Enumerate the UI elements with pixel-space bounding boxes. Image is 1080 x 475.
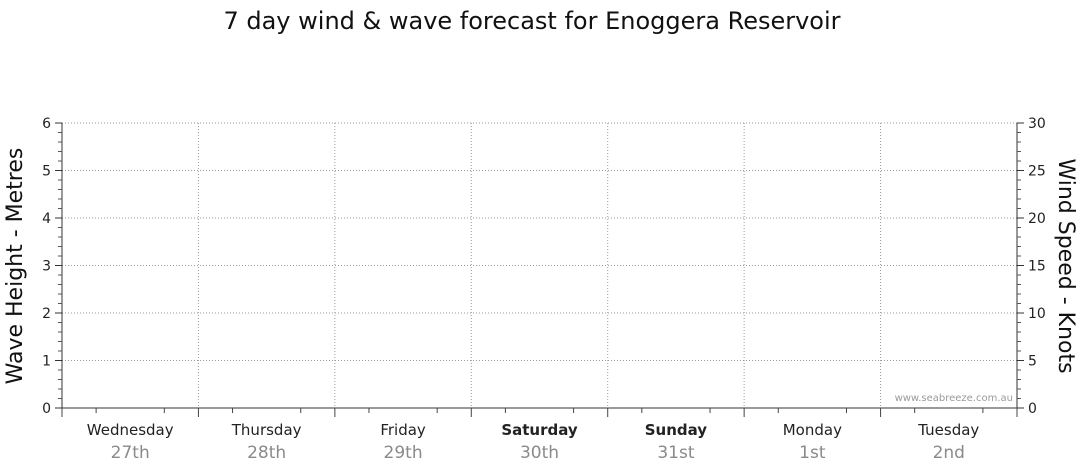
left-tick-label: 3 bbox=[42, 259, 51, 275]
right-tick-label: 30 bbox=[1028, 116, 1046, 132]
chart-title: 7 day wind & wave forecast for Enoggera … bbox=[223, 7, 840, 35]
x-date-label: 27th bbox=[111, 443, 150, 463]
watermark: www.seabreeze.com.au bbox=[895, 393, 1013, 404]
x-axis-labels: Wednesday 27th Thursday 28th Friday 29th Satur… bbox=[87, 421, 980, 463]
left-tick-label: 0 bbox=[42, 401, 51, 417]
right-axis-label: Wind Speed - Knots bbox=[1053, 158, 1078, 373]
left-tick-label: 4 bbox=[42, 211, 51, 227]
x-date-label: 31st bbox=[657, 443, 694, 463]
right-tick-label: 15 bbox=[1028, 259, 1046, 275]
right-tick-label: 20 bbox=[1028, 211, 1046, 227]
x-date-label: 30th bbox=[520, 443, 559, 463]
left-tick-label: 6 bbox=[42, 116, 51, 132]
x-day-label: Wednesday bbox=[87, 421, 174, 439]
right-tick-label: 5 bbox=[1028, 354, 1037, 370]
x-date-label: 2nd bbox=[933, 443, 965, 463]
x-date-label: 29th bbox=[384, 443, 423, 463]
left-tick-label: 2 bbox=[42, 306, 51, 322]
right-tick-label: 25 bbox=[1028, 164, 1046, 180]
right-tick-label: 0 bbox=[1028, 401, 1037, 417]
right-tick-label: 10 bbox=[1028, 306, 1046, 322]
x-day-label: Tuesday bbox=[917, 421, 979, 439]
chart-gridlines bbox=[62, 122, 1017, 408]
left-tick-label: 1 bbox=[42, 354, 51, 370]
x-day-label: Monday bbox=[783, 421, 842, 439]
x-day-label: Friday bbox=[380, 421, 426, 439]
x-day-label: Sunday bbox=[645, 421, 708, 439]
x-date-label: 1st bbox=[799, 443, 826, 463]
chart-ticks: 0 1 2 3 4 5 6 0 5 10 15 20 25 30 bbox=[42, 116, 1046, 417]
x-day-label: Thursday bbox=[231, 421, 302, 439]
left-tick-label: 5 bbox=[42, 164, 51, 180]
x-date-label: 28th bbox=[247, 443, 286, 463]
x-day-label: Saturday bbox=[501, 421, 578, 439]
left-axis-label: Wave Height - Metres bbox=[3, 148, 28, 385]
